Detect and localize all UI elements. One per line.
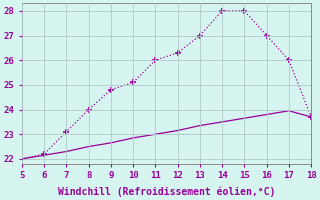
X-axis label: Windchill (Refroidissement éolien,°C): Windchill (Refroidissement éolien,°C) <box>58 186 275 197</box>
